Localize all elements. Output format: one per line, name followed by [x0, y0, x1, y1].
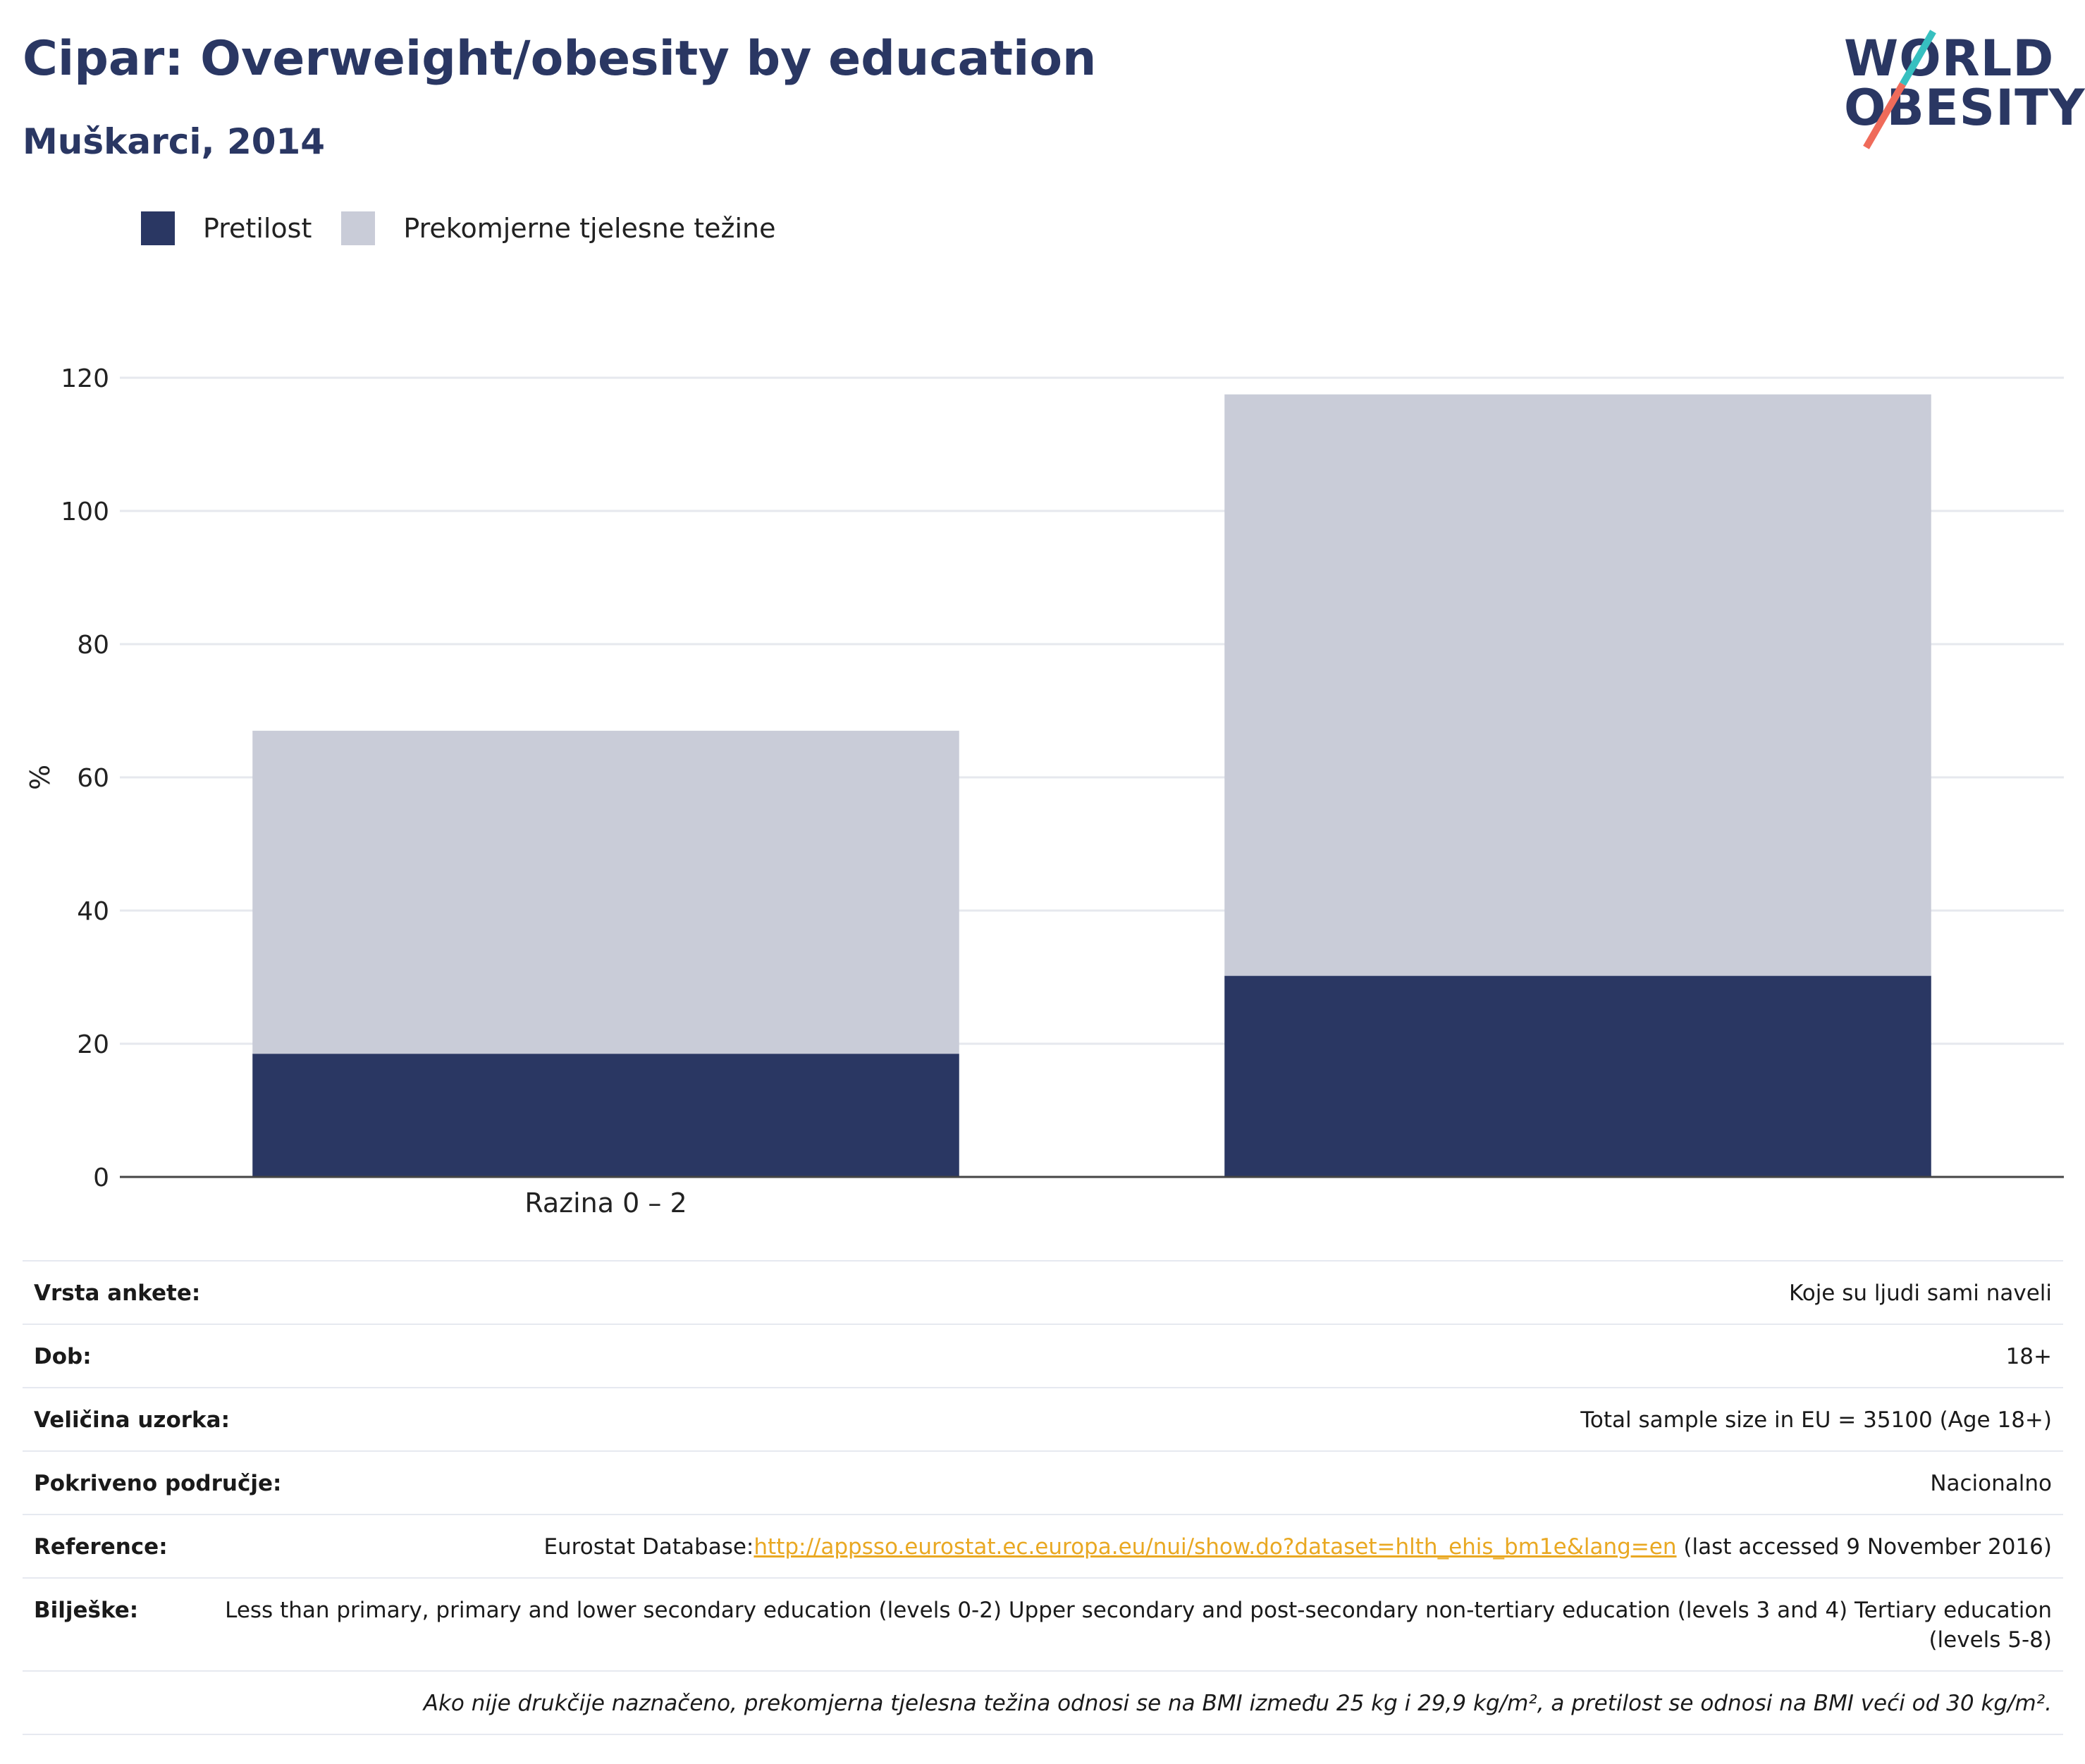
bar-overweight-0 — [252, 730, 959, 1054]
info-table: Vrsta ankete: Koje su ljudi sami naveli … — [23, 1260, 2063, 1735]
x-tick-label: Razina 0 – 2 — [524, 1188, 687, 1219]
info-row-survey-type: Vrsta ankete: Koje su ljudi sami naveli — [23, 1260, 2063, 1324]
info-value-reference: Eurostat Database:http://appsso.eurostat… — [196, 1532, 2052, 1562]
legend-item-overweight[interactable]: Prekomjerne tjelesne težine — [341, 211, 776, 245]
y-tick-label: 20 — [77, 1030, 109, 1059]
legend-swatch-obesity — [141, 211, 175, 245]
info-label: Bilješke: — [34, 1598, 139, 1623]
stacked-bar-chart: 0 20 40 60 80 100 120% Razina 0 – 2 — [25, 364, 2064, 1219]
y-tick-label: 60 — [77, 764, 109, 793]
info-label: Reference: — [34, 1534, 168, 1560]
legend-label-overweight: Prekomjerne tjelesne težine — [403, 213, 776, 244]
info-value: Total sample size in EU = 35100 (Age 18+… — [1580, 1407, 2052, 1433]
info-label: Vrsta ankete: — [34, 1281, 201, 1306]
legend-label-obesity: Pretilost — [203, 213, 312, 244]
info-row-area-covered: Pokriveno područje: Nacionalno — [23, 1450, 2063, 1514]
legend-item-obesity[interactable]: Pretilost — [141, 211, 312, 245]
y-axis-label: % — [25, 765, 56, 790]
y-tick-label: 0 — [93, 1164, 109, 1192]
info-label: Veličina uzorka: — [34, 1407, 230, 1433]
bar-overweight-1 — [1224, 394, 1931, 976]
info-footnote: Ako nije drukčije naznačeno, prekomjerna… — [23, 1670, 2063, 1735]
info-value: 18+ — [2005, 1344, 2052, 1369]
reference-suffix: (last accessed 9 November 2016) — [1676, 1534, 2052, 1560]
logo-line-1: WORLD — [1844, 30, 2055, 87]
reference-link[interactable]: http://appsso.eurostat.ec.europa.eu/nui/… — [754, 1534, 1677, 1560]
info-label: Dob: — [34, 1344, 92, 1369]
chart-legend: Pretilost Prekomjerne tjelesne težine — [141, 211, 806, 245]
footnote-text: Ako nije drukčije naznačeno, prekomjerna… — [423, 1691, 2052, 1716]
info-value: Less than primary, primary and lower sec… — [225, 1598, 2052, 1653]
y-tick-label: 40 — [77, 897, 109, 926]
page-subtitle: Muškarci, 2014 — [23, 121, 326, 162]
y-tick-label: 100 — [61, 498, 109, 526]
info-value: Nacionalno — [1930, 1471, 2052, 1496]
legend-swatch-overweight — [341, 211, 376, 245]
y-tick-label: 120 — [61, 364, 109, 393]
bar-obesity-1 — [1224, 975, 1931, 1177]
info-value: Koje su ljudi sami naveli — [1788, 1281, 2052, 1306]
world-obesity-logo: WORLD OBESITY — [1833, 21, 2085, 149]
info-row-references: Reference: Eurostat Database:http://apps… — [23, 1514, 2063, 1577]
reference-prefix: Eurostat Database: — [543, 1534, 754, 1560]
y-tick-label: 80 — [77, 631, 109, 660]
info-row-age: Dob: 18+ — [23, 1324, 2063, 1387]
page-title: Cipar: Overweight/obesity by education — [23, 31, 1097, 87]
info-row-sample-size: Veličina uzorka: Total sample size in EU… — [23, 1387, 2063, 1450]
bar-obesity-0 — [252, 1054, 959, 1177]
info-label: Pokriveno područje: — [34, 1471, 282, 1496]
info-row-notes: Bilješke: Less than primary, primary and… — [23, 1577, 2063, 1670]
